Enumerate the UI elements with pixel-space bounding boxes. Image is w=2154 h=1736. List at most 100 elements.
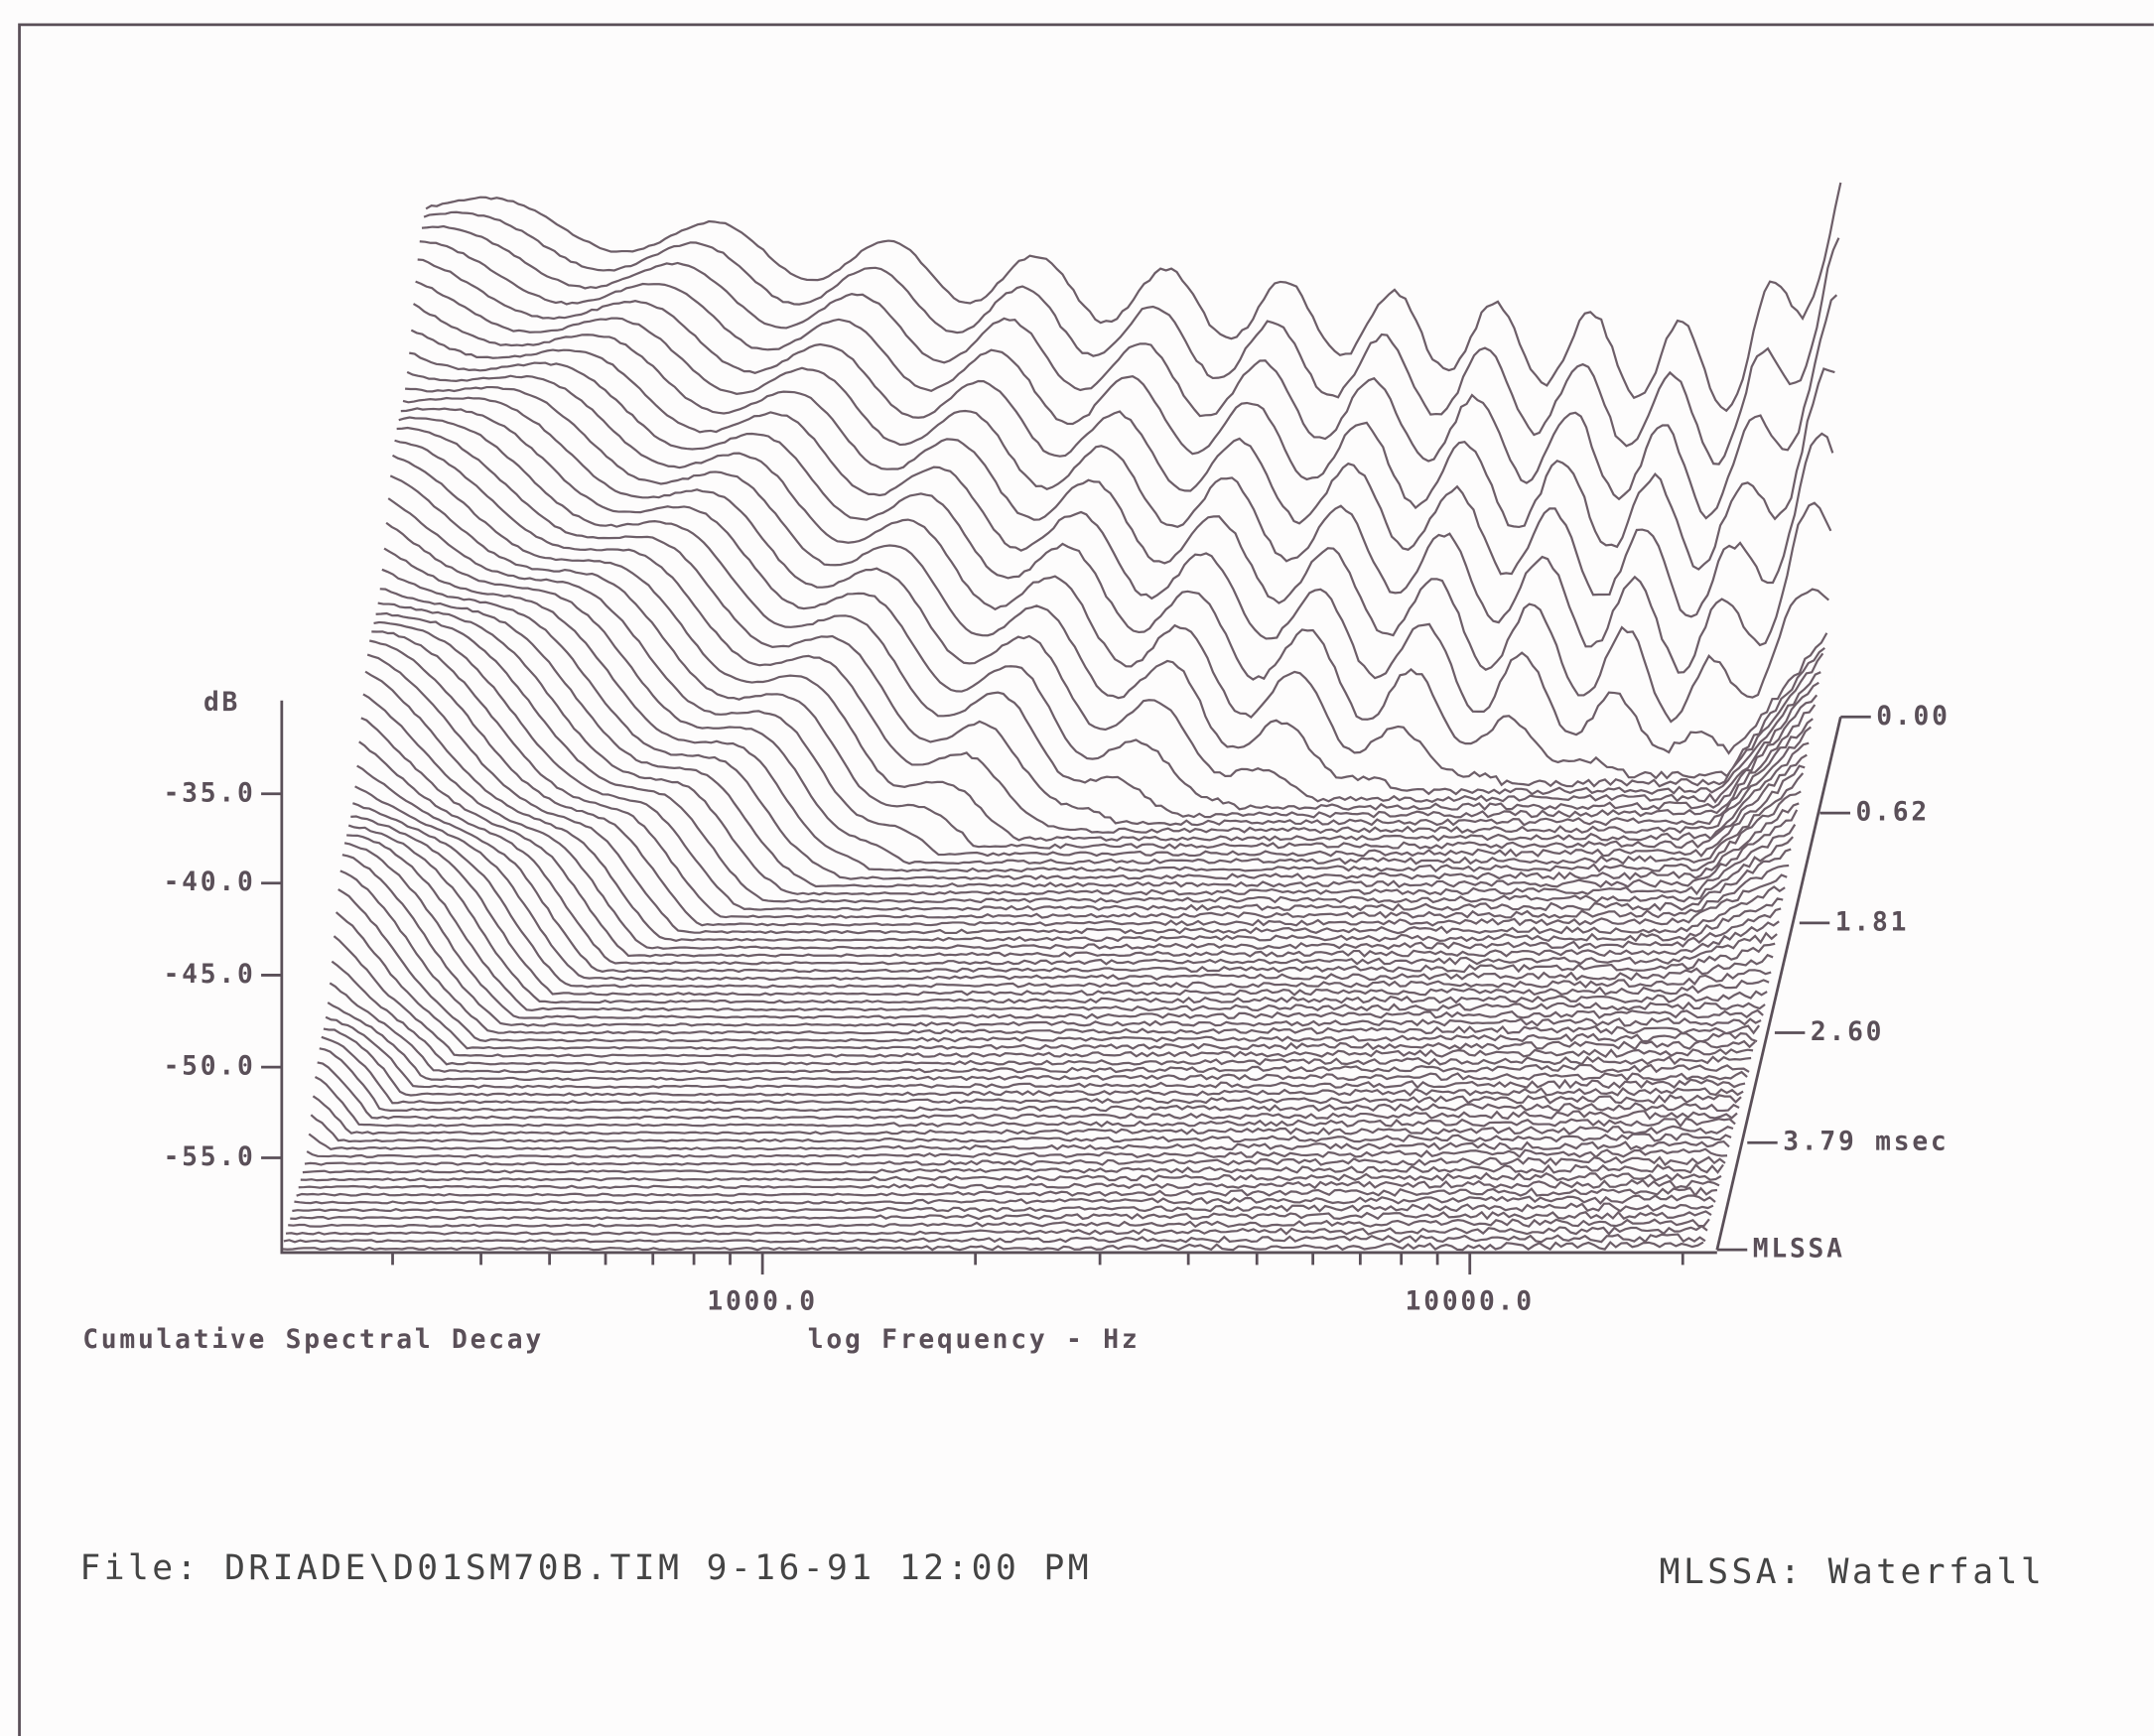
slice-mask (341, 855, 1762, 1029)
time-tick-label: 3.79 msec (1783, 1128, 1949, 1157)
slice-mask (296, 1187, 1718, 1199)
slice-mask (309, 1134, 1730, 1152)
decay-slice (337, 888, 1758, 1043)
y-tick-label: -45.0 (164, 960, 256, 990)
decay-slice (308, 1133, 1730, 1151)
decay-slice (302, 1163, 1724, 1174)
slice-mask (283, 1234, 1705, 1246)
decay-slice (371, 630, 1790, 919)
decay-slice (377, 601, 1797, 896)
decay-slice (362, 693, 1782, 950)
decay-slice (360, 717, 1780, 958)
decay-slice (312, 1095, 1734, 1135)
time-axis (1715, 716, 1842, 1251)
decay-slice (346, 834, 1766, 1012)
decay-slice (356, 764, 1776, 974)
decay-slice (331, 960, 1752, 1066)
decay-slice (283, 1233, 1706, 1244)
y-tick-label: -55.0 (164, 1142, 256, 1172)
slice-mask (288, 1219, 1709, 1230)
slice-mask (298, 1180, 1720, 1191)
decay-slice (400, 407, 1818, 812)
decay-slice (406, 370, 1824, 788)
decay-slice (350, 815, 1770, 997)
frame (18, 23, 2154, 1736)
caption: Cumulative Spectral Decay (82, 1325, 544, 1355)
decay-slice (325, 1015, 1746, 1090)
decay-slice (304, 1155, 1726, 1167)
decay-slice (347, 824, 1768, 1004)
y-axis-label: dB (203, 688, 240, 718)
decay-slice (405, 385, 1821, 796)
decay-slice (419, 240, 1835, 571)
decay-slice (298, 1178, 1720, 1190)
slice-mask (317, 1062, 1738, 1122)
decay-slice (379, 588, 1799, 888)
decay-slice (383, 547, 1802, 873)
decay-slice (329, 982, 1750, 1074)
x-tick-label: 1000.0 (707, 1286, 818, 1316)
slice-mask (285, 1226, 1707, 1238)
time-tick-label: 1.81 (1835, 907, 1909, 937)
decay-slice (425, 182, 1842, 413)
time-tick-label: 2.60 (1811, 1017, 1884, 1047)
decay-slice (381, 568, 1800, 881)
decay-slice (421, 224, 1838, 520)
slice-mask (307, 1148, 1728, 1160)
decay-slice (292, 1202, 1714, 1213)
time-tick-label: 0.62 (1856, 798, 1930, 828)
slice-mask (381, 569, 1800, 882)
time-tick-label: 0.00 (1876, 702, 1950, 732)
waterfall (281, 182, 1842, 1253)
decay-slice (310, 1114, 1732, 1143)
slice-mask (321, 1036, 1742, 1107)
decay-slice (423, 210, 1840, 466)
decay-slice (294, 1194, 1716, 1205)
y-ticks: -35.0 -40.0 -45.0 -50.0 -55.0 (164, 778, 282, 1172)
decay-slice (333, 935, 1754, 1059)
decay-slice (387, 497, 1806, 859)
decay-slice (288, 1218, 1710, 1229)
decay-slice (385, 521, 1805, 866)
decay-slice (402, 396, 1819, 804)
decay-slice (389, 474, 1808, 850)
decay-slice (396, 426, 1814, 827)
decay-slice (339, 869, 1761, 1035)
y-tick-label: -40.0 (164, 868, 256, 897)
slice-mask (379, 589, 1798, 890)
decay-slice (290, 1210, 1712, 1221)
decay-slice (415, 280, 1832, 674)
decay-slice (306, 1147, 1728, 1159)
decay-slice (366, 653, 1786, 935)
decay-slice (394, 439, 1812, 835)
decay-slice (343, 842, 1764, 1020)
file-info: File: DRIADE\D01SM70B.TIM 9-16-91 12:00 … (79, 1548, 1092, 1588)
x-tick-label: 10000.0 (1406, 1286, 1535, 1316)
decay-slice (321, 1035, 1742, 1105)
decay-slice (314, 1075, 1736, 1129)
decay-slice (335, 911, 1756, 1051)
decay-slice (296, 1186, 1718, 1198)
decay-slice (327, 1002, 1748, 1082)
decay-slice (417, 258, 1834, 618)
decay-slice (398, 416, 1817, 819)
decay-slice (369, 639, 1788, 927)
decay-slice (375, 611, 1794, 904)
decay-slice (281, 1240, 1704, 1252)
time-ticks: 0.00 0.62 1.81 2.60 3.79 msec MLSSA (1716, 702, 1950, 1265)
decay-slice (412, 303, 1830, 724)
decay-slice (323, 1027, 1744, 1097)
slice-mask (344, 843, 1764, 1021)
decay-slice (341, 854, 1762, 1027)
decay-slice (410, 329, 1828, 755)
time-tick-label: MLSSA (1753, 1235, 1845, 1265)
x-axis-label: log Frequency - Hz (808, 1325, 1141, 1355)
decay-slice (354, 785, 1774, 982)
decay-slice (358, 740, 1778, 966)
slice-mask (281, 1242, 1703, 1253)
decay-slice (373, 620, 1792, 912)
decay-slice (391, 454, 1810, 842)
x-ticks: 1000.0 10000.0 (391, 1252, 1684, 1316)
y-tick-label: -35.0 (164, 778, 256, 808)
